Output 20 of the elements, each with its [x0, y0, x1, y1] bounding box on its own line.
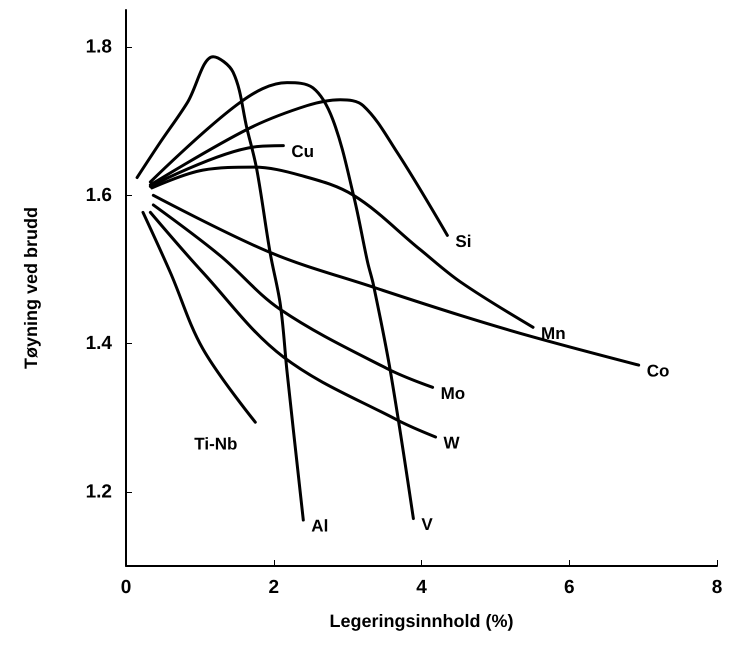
- series-label: Ti-Nb: [194, 434, 238, 454]
- y-tick-label: 1.6: [86, 184, 112, 206]
- y-tick-label: 1.4: [86, 333, 112, 354]
- y-axis-title: Tøyning ved brudd: [21, 207, 41, 369]
- y-tick-label: 1.8: [86, 36, 112, 58]
- y-tick-label: 1.2: [86, 481, 112, 502]
- x-tick-label: 4: [416, 577, 428, 598]
- series-label: V: [421, 515, 434, 534]
- x-tick-label: 6: [564, 577, 575, 598]
- series-label: Si: [455, 232, 472, 251]
- series-label: W: [444, 434, 461, 453]
- series-label: Mo: [440, 384, 466, 403]
- series-label: Mn: [541, 324, 566, 343]
- x-tick-label: 0: [120, 577, 132, 598]
- x-tick-label: 2: [268, 577, 280, 598]
- x-axis-title: Legeringsinnhold (%): [330, 611, 514, 631]
- x-tick-label: 8: [712, 577, 722, 598]
- series-label: Cu: [291, 142, 314, 162]
- series-label: Co: [646, 362, 670, 381]
- series-label: Al: [311, 516, 328, 536]
